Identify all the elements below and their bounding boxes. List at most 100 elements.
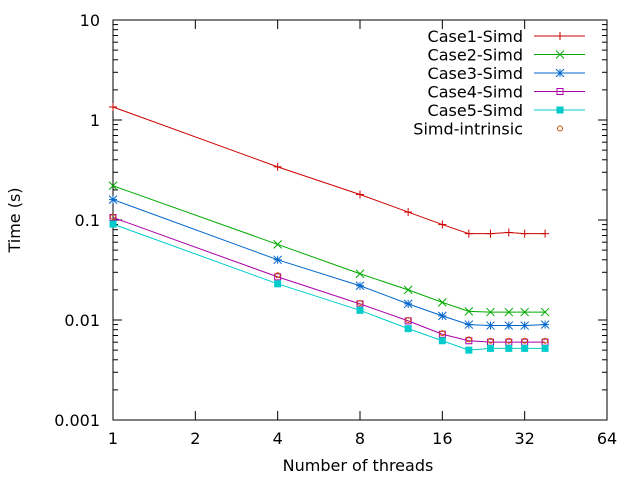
data-point xyxy=(464,229,473,238)
marker-shape xyxy=(556,88,564,95)
series-simd-intrinsic xyxy=(110,214,549,344)
marker-stroke xyxy=(486,321,495,330)
axis-tick-labels: 1 2 4 8 16 32 64 0.001 0.01 0.1 1 10 xyxy=(54,11,617,448)
data-point xyxy=(438,337,446,345)
data-point xyxy=(108,195,118,204)
data-point xyxy=(274,280,282,288)
marker-stroke xyxy=(555,68,565,78)
marker-stroke xyxy=(437,311,447,321)
marker-stroke xyxy=(540,307,550,317)
marker-stroke xyxy=(273,240,283,249)
marker-shape xyxy=(521,337,528,344)
marker-stroke xyxy=(437,298,447,307)
data-point xyxy=(404,208,413,217)
marker-shape xyxy=(557,125,563,132)
series-line xyxy=(112,216,546,343)
marker-shape xyxy=(274,280,282,288)
series-line xyxy=(112,223,546,351)
data-point xyxy=(520,307,530,317)
data-point xyxy=(487,337,494,344)
legend-marker xyxy=(556,106,564,114)
legend: Case1-SimdCase2-SimdCase3-SimdCase4-Simd… xyxy=(413,27,585,139)
y-tick-label: 1 xyxy=(90,111,100,130)
marker-stroke xyxy=(520,321,530,330)
legend-marker xyxy=(556,88,564,95)
data-point xyxy=(356,190,364,199)
data-point xyxy=(405,317,412,323)
marker-shape xyxy=(109,220,117,228)
x-tick-label: 8 xyxy=(355,429,365,448)
plot-frame xyxy=(112,19,608,421)
legend-label: Case3-Simd xyxy=(428,64,523,83)
marker-shape xyxy=(521,344,529,352)
data-point xyxy=(505,344,513,352)
marker-stroke xyxy=(273,255,283,265)
data-point xyxy=(520,229,529,238)
data-point xyxy=(486,321,495,330)
data-point xyxy=(542,337,549,344)
marker-stroke xyxy=(540,320,550,329)
y-tick-label: 0.1 xyxy=(75,211,100,230)
series-line xyxy=(112,185,546,313)
marker-stroke xyxy=(403,299,413,309)
data-point xyxy=(403,299,413,309)
marker-stroke xyxy=(355,269,365,279)
data-point xyxy=(356,306,364,314)
legend-marker xyxy=(555,68,565,78)
data-point xyxy=(439,330,446,337)
x-tick-label: 32 xyxy=(514,429,534,448)
legend-label: Case1-Simd xyxy=(428,27,523,46)
marker-shape xyxy=(487,337,494,344)
data-point xyxy=(355,281,365,291)
series-case2-simd xyxy=(108,181,550,317)
series-line xyxy=(112,106,546,235)
data-point xyxy=(437,311,447,321)
data-point xyxy=(274,272,281,279)
data-point xyxy=(465,337,473,345)
data-point xyxy=(505,337,512,344)
marker-stroke xyxy=(504,321,514,330)
marker-shape xyxy=(465,346,473,354)
x-tick-label: 64 xyxy=(597,429,617,448)
marker-shape xyxy=(404,325,412,333)
y-axis-label: Time (s) xyxy=(5,187,24,253)
marker-shape xyxy=(439,330,446,337)
data-point xyxy=(540,307,550,317)
data-point xyxy=(541,344,549,352)
data-point xyxy=(465,336,472,343)
series-layer xyxy=(108,102,550,354)
legend-label: Simd-intrinsic xyxy=(413,120,523,139)
data-point xyxy=(521,337,528,344)
legend-marker xyxy=(556,32,564,40)
data-point xyxy=(486,344,494,352)
legend-marker xyxy=(557,125,563,132)
y-tick-label: 0.001 xyxy=(54,411,100,430)
marker-shape xyxy=(274,273,282,281)
marker-shape xyxy=(405,317,412,323)
marker-shape xyxy=(505,344,513,352)
x-axis-label: Number of threads xyxy=(283,456,434,475)
marker-shape xyxy=(356,306,364,314)
data-point xyxy=(464,307,474,316)
data-point xyxy=(486,229,495,238)
marker-stroke xyxy=(108,181,118,191)
data-point xyxy=(486,307,495,317)
legend-label: Case4-Simd xyxy=(428,83,523,102)
data-point xyxy=(109,220,117,228)
data-point xyxy=(504,321,514,330)
marker-stroke xyxy=(520,307,530,317)
x-tick-label: 1 xyxy=(108,429,118,448)
marker-shape xyxy=(505,337,512,344)
series-case1-simd xyxy=(109,102,550,238)
data-point xyxy=(109,102,117,111)
marker-stroke xyxy=(555,50,565,59)
data-point xyxy=(403,285,413,295)
marker-shape xyxy=(110,214,116,221)
data-point xyxy=(504,307,514,317)
marker-shape xyxy=(486,344,494,352)
marker-shape xyxy=(542,337,549,344)
marker-shape xyxy=(274,272,281,279)
x-tick-label: 4 xyxy=(273,429,283,448)
marker-stroke xyxy=(464,307,474,316)
